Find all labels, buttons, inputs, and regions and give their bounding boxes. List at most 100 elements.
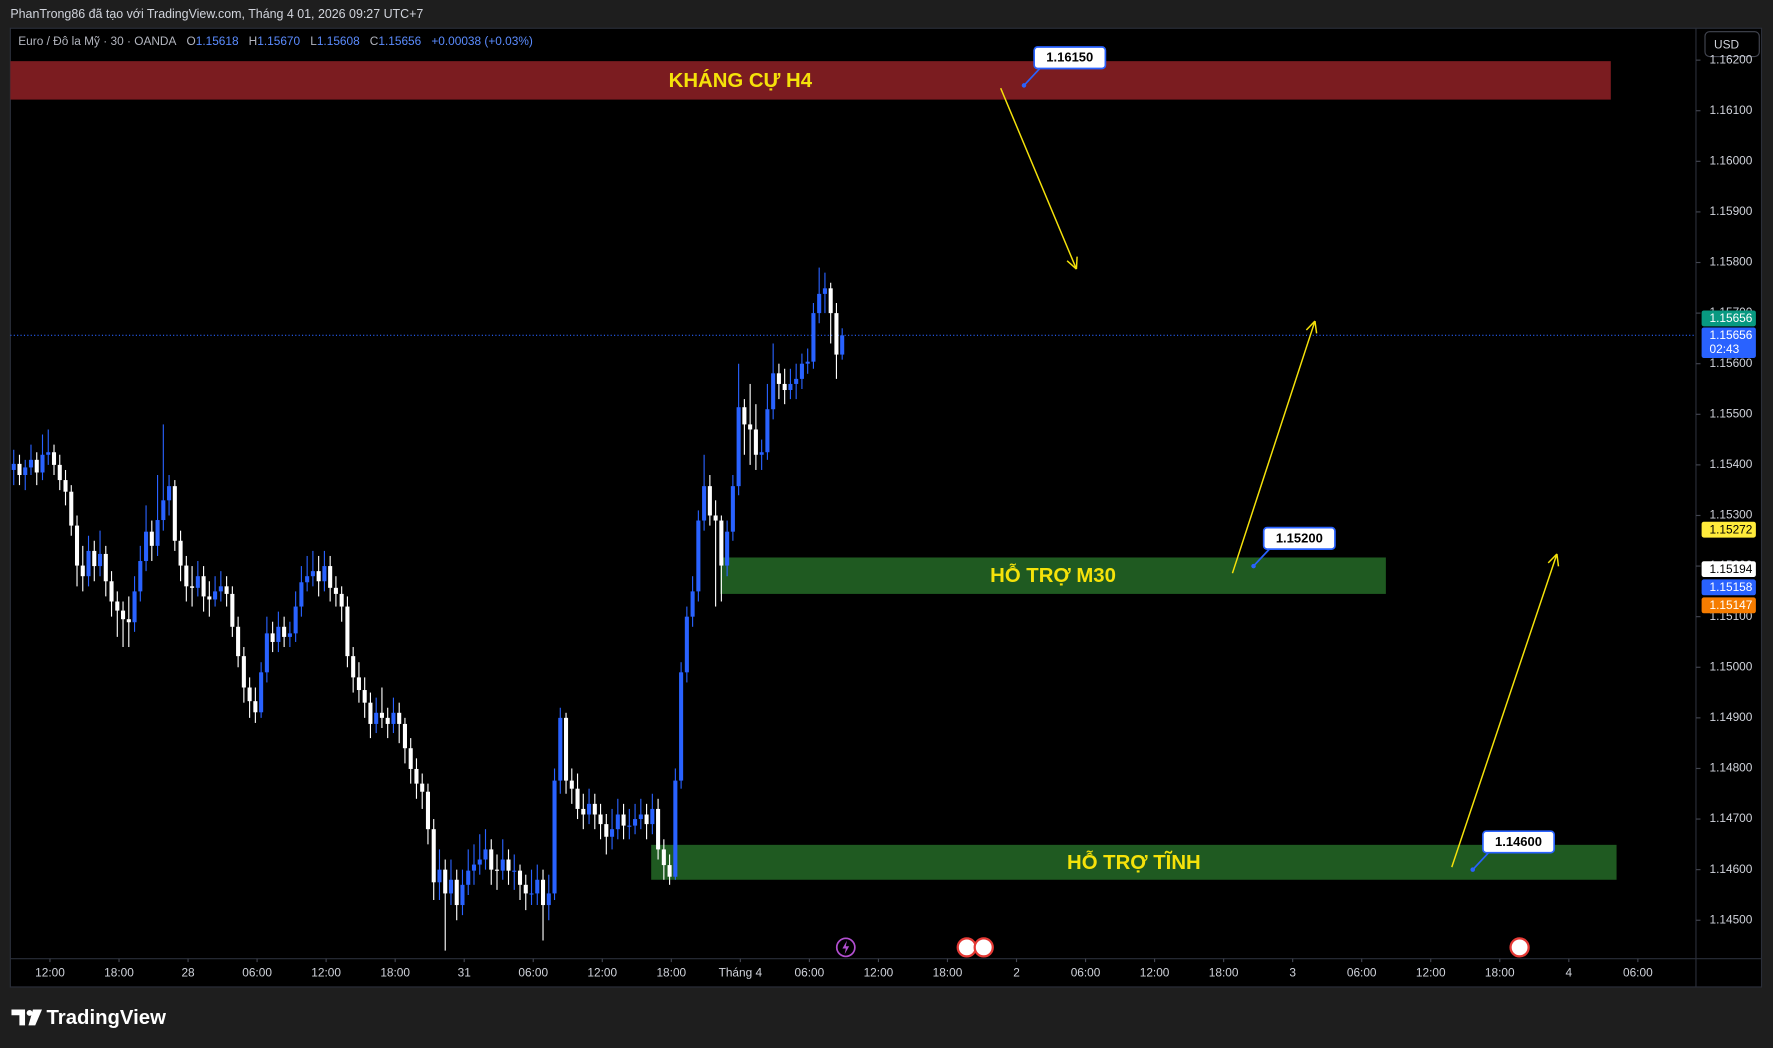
callout-anchor	[1251, 563, 1256, 569]
currency-box[interactable]	[1704, 31, 1760, 58]
price-badge-label: 1.15147	[1710, 598, 1753, 612]
zone-label: KHÁNG CỰ H4	[669, 69, 813, 92]
arrow	[1000, 87, 1078, 270]
candle-body	[633, 819, 638, 826]
price-badge-label: 1.15272	[1710, 522, 1753, 536]
candle-body	[299, 582, 304, 607]
x-tick-label: 18:00	[933, 966, 963, 980]
x-tick-label: 31	[458, 966, 472, 980]
callout-box	[1262, 526, 1336, 550]
candle-body	[414, 768, 419, 784]
candle-body	[80, 565, 85, 577]
candle-body	[270, 633, 275, 642]
y-tick-label: 1.15800	[1710, 255, 1753, 269]
x-tick-label: 18:00	[656, 966, 686, 980]
zone	[10, 61, 1611, 100]
candle-body	[788, 383, 793, 391]
candle-body	[466, 870, 471, 885]
candle-body	[483, 849, 488, 860]
candle-body	[305, 576, 310, 583]
candle-body	[811, 313, 816, 362]
candle-body	[115, 601, 120, 611]
y-tick-label: 1.15400	[1710, 457, 1753, 471]
candle-body	[604, 824, 609, 837]
arrow	[1231, 320, 1316, 574]
candle-body	[213, 591, 218, 600]
candle-body	[546, 893, 551, 906]
readout-key: H	[249, 34, 258, 48]
price-badge	[1701, 310, 1756, 327]
logo-mark	[11, 1009, 26, 1026]
zone-label: HỖ TRỢ M30	[990, 563, 1116, 587]
currency-button[interactable]: USD	[1704, 31, 1760, 58]
arrow-head	[1547, 553, 1558, 564]
price-badge-label: 1.15656	[1710, 328, 1753, 342]
price-countdown: 02:43	[1710, 342, 1740, 356]
candle-body	[51, 452, 57, 465]
x-tick-label: 3	[1289, 966, 1296, 980]
candle-body	[552, 780, 557, 894]
candle-body	[420, 783, 425, 792]
candle-body	[236, 626, 241, 657]
arrow	[1451, 553, 1558, 868]
y-tick-label: 1.14600	[1710, 862, 1753, 876]
candle-body	[322, 566, 327, 582]
candle-body	[402, 723, 407, 749]
x-tick-label: Tháng 4	[719, 966, 763, 980]
callout-pointer	[1252, 548, 1270, 567]
arrow-head	[1066, 260, 1077, 270]
candle-body	[598, 814, 603, 825]
candle-body	[460, 884, 465, 906]
candle-body	[638, 814, 643, 820]
x-tick-label: 2	[1013, 966, 1020, 980]
candle-body	[69, 491, 74, 526]
x-tick-label: 4	[1566, 966, 1573, 980]
price-badge-label: 1.15194	[1710, 562, 1753, 576]
event-icon[interactable]	[956, 937, 977, 958]
price-badge-label: 1.15656	[1710, 311, 1753, 325]
y-tick-label: 1.14900	[1710, 710, 1753, 724]
zone	[720, 557, 1386, 594]
y-tick-label: 1.15900	[1710, 204, 1753, 218]
candle-body	[247, 687, 252, 702]
candle-body	[218, 586, 223, 592]
candle-body	[379, 712, 384, 718]
candle-body	[132, 591, 137, 623]
candle-body	[190, 586, 195, 588]
candle-body	[293, 606, 298, 634]
candle-body	[523, 884, 528, 894]
x-tick-label: 18:00	[104, 966, 134, 980]
candle-body	[707, 486, 712, 516]
readout-key: C	[370, 34, 379, 48]
callout-box	[1482, 830, 1555, 854]
currency-label[interactable]: USD	[1714, 37, 1739, 51]
events	[835, 937, 1530, 958]
candle-body	[776, 373, 781, 384]
candle-body	[517, 870, 523, 885]
candle-body	[167, 486, 172, 501]
candle-body	[408, 748, 413, 769]
event-icon[interactable]	[973, 937, 994, 958]
event-icon[interactable]	[1509, 937, 1530, 958]
candle-body	[765, 409, 770, 453]
candle-body	[471, 864, 477, 871]
candle-body	[74, 525, 80, 566]
x-tick-label: 06:00	[1623, 966, 1653, 980]
x-tick-label: 12:00	[864, 966, 894, 980]
candle-body	[558, 717, 563, 781]
candle-body	[564, 717, 569, 781]
candle-body	[512, 870, 517, 872]
candle-body	[351, 656, 356, 678]
candle-body	[345, 606, 350, 657]
arrow-head	[1556, 553, 1560, 567]
candle-body	[840, 335, 845, 355]
x-tick-label: 12:00	[35, 966, 65, 980]
candle-body	[650, 808, 655, 825]
candle-body	[535, 879, 540, 894]
candle-body	[259, 672, 264, 713]
readout-value: 1.15618	[196, 34, 239, 48]
price-badge-label: 1.15158	[1710, 580, 1753, 594]
candle-body	[656, 808, 661, 850]
candle-body	[489, 849, 494, 870]
candle-body	[11, 463, 16, 470]
